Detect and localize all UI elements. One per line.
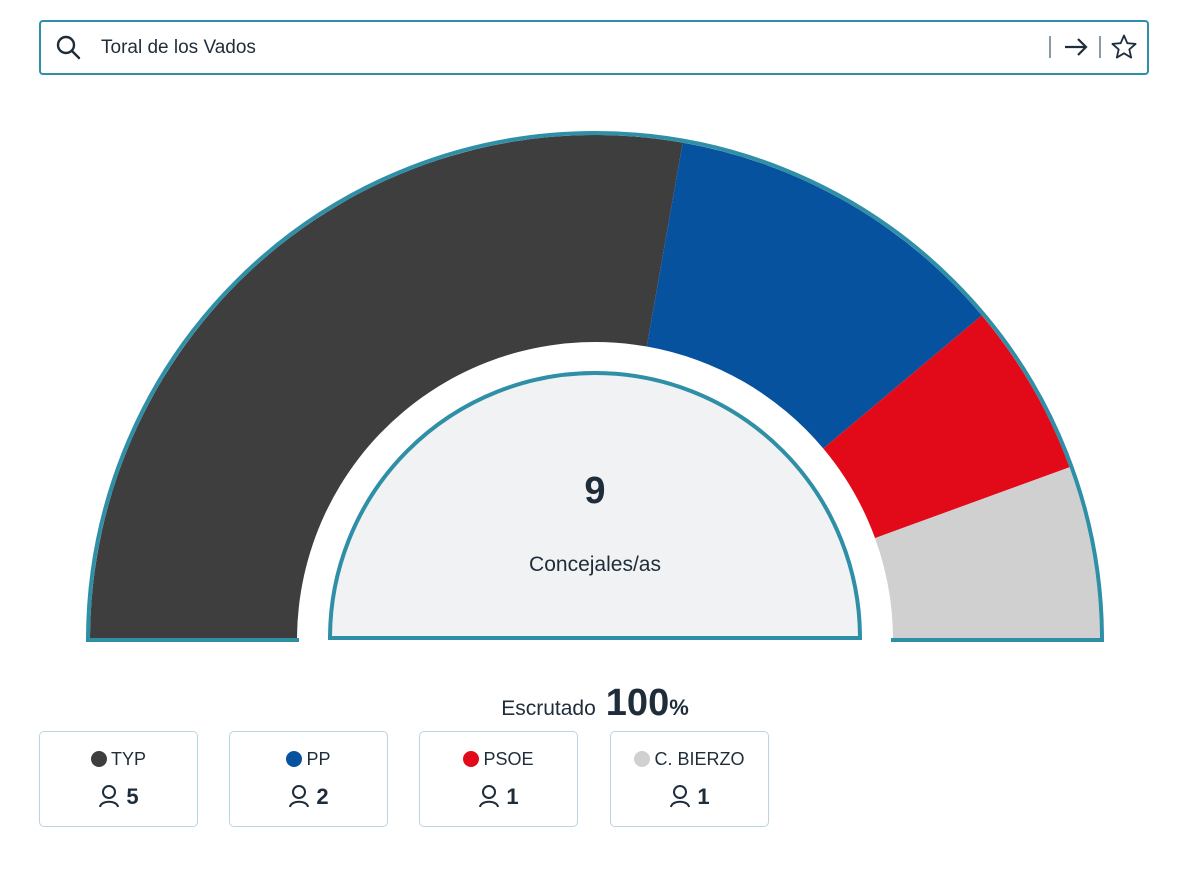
legend-color-dot — [634, 751, 651, 767]
legend-party: TYP — [40, 749, 197, 770]
legend-card[interactable]: TYP 5 — [39, 731, 198, 827]
legend-card[interactable]: PSOE 1 — [419, 731, 578, 827]
legend-party-name: PP — [306, 749, 331, 769]
scrutiny-unit: % — [669, 695, 689, 720]
divider — [1049, 36, 1051, 58]
total-seats: 9 — [584, 470, 606, 512]
seat-segment-c-bierzo — [875, 467, 1100, 640]
divider — [1099, 36, 1101, 58]
total-seats-label: Concejales/as — [529, 553, 661, 576]
legend-card[interactable]: C. BIERZO 1 — [610, 731, 769, 827]
person-icon — [289, 785, 310, 808]
scrutiny-label: Escrutado — [501, 697, 596, 720]
legend-seat-count: 5 — [126, 784, 139, 809]
legend-color-dot — [463, 751, 480, 767]
scrutiny: Escrutado 100% — [0, 682, 1190, 725]
legend-party-name: TYP — [110, 749, 146, 769]
legend-party: C. BIERZO — [611, 749, 768, 770]
seat-segment-pp — [646, 142, 982, 449]
arrow-right-icon[interactable] — [1061, 34, 1091, 60]
legend-color-dot — [286, 751, 303, 767]
legend-card[interactable]: PP 2 — [229, 731, 388, 827]
legend-seat-count: 1 — [697, 784, 710, 809]
legend-seats: 1 — [611, 784, 768, 810]
legend-seat-count: 1 — [506, 784, 519, 809]
search-input[interactable]: Toral de los Vados — [101, 37, 256, 58]
person-icon — [99, 785, 120, 808]
scrutiny-value: 100 — [605, 682, 670, 724]
person-icon — [479, 785, 500, 808]
legend-party: PSOE — [420, 749, 577, 770]
legend-party-name: PSOE — [483, 749, 534, 769]
legend-seats: 1 — [420, 784, 577, 810]
seat-segment-typ — [90, 135, 683, 640]
legend-party: PP — [230, 749, 387, 770]
search-bar[interactable]: Toral de los Vados — [39, 20, 1149, 75]
star-icon[interactable] — [1110, 33, 1138, 61]
search-icon — [56, 35, 81, 60]
legend-seat-count: 2 — [316, 784, 329, 809]
hemicycle-outer-outline — [86, 131, 1104, 641]
legend-color-dot — [90, 751, 107, 767]
legend-seats: 5 — [40, 784, 197, 810]
person-icon — [670, 785, 691, 808]
seat-segment-psoe — [823, 315, 1070, 539]
center-panel — [327, 371, 863, 640]
legend-seats: 2 — [230, 784, 387, 810]
legend-party-name: C. BIERZO — [654, 749, 745, 769]
